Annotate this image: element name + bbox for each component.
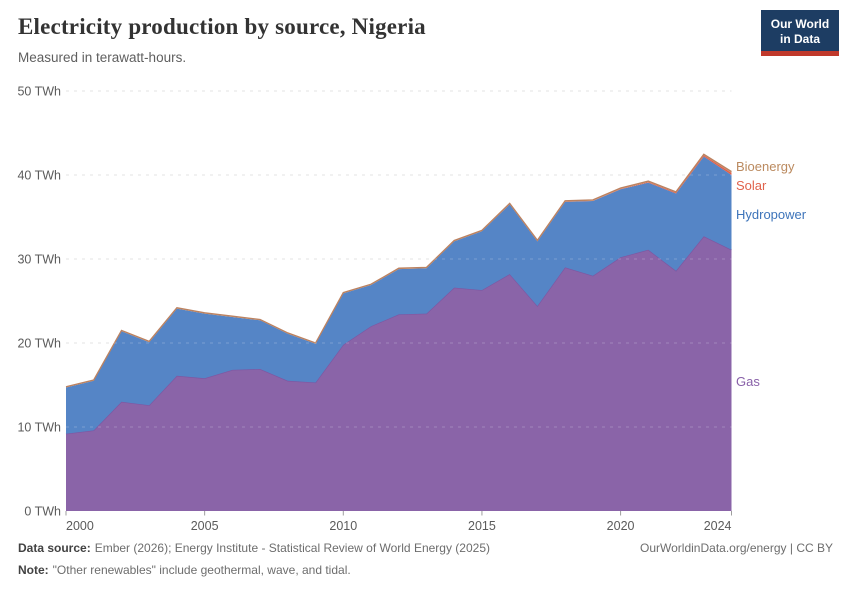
note-line: Note: "Other renewables" include geotherm… [18,563,351,577]
note-label: Note: [18,563,49,577]
x-tick-label: 2015 [468,519,496,533]
y-tick-label: 40 TWh [17,168,61,182]
y-tick-label: 0 TWh [24,504,61,518]
y-tick-label: 10 TWh [17,420,61,434]
x-tick-label: 2020 [607,519,635,533]
owid-logo-line2: in Data [779,31,820,46]
data-source-text: Ember (2026); Energy Institute - Statist… [94,541,490,555]
x-tick-label: 2024 [704,519,732,533]
x-tick-label: 2005 [191,519,219,533]
legend-label-hydropower[interactable]: Hydropower [736,207,807,222]
area-band-gas [66,236,732,512]
legend-label-gas[interactable]: Gas [736,374,760,389]
y-tick-label: 30 TWh [17,252,61,266]
area-top-edge-bioenergy [65,153,732,388]
x-tick-label: 2000 [66,519,94,533]
legend-label-bioenergy[interactable]: Bioenergy [736,159,795,174]
legend-label-solar[interactable]: Solar [736,178,767,193]
x-tick-label: 2010 [329,519,357,533]
data-source-label: Data source: [18,541,91,555]
y-tick-label: 50 TWh [17,84,61,98]
data-source-line: Data source: Ember (2026); Energy Institu… [18,541,490,555]
page-title: Electricity production by source, Nigeri… [18,14,426,39]
owid-logo-line1: Our World [770,17,830,31]
y-tick-label: 20 TWh [17,336,61,350]
owid-link[interactable]: OurWorldinData.org/energy | CC BY [640,541,833,555]
area-band-hydropower [66,156,732,434]
note-text: "Other renewables" include geothermal, w… [52,563,351,577]
chart-subtitle: Measured in terawatt-hours. [18,50,187,65]
owid-logo[interactable]: Our World in Data [761,10,839,57]
